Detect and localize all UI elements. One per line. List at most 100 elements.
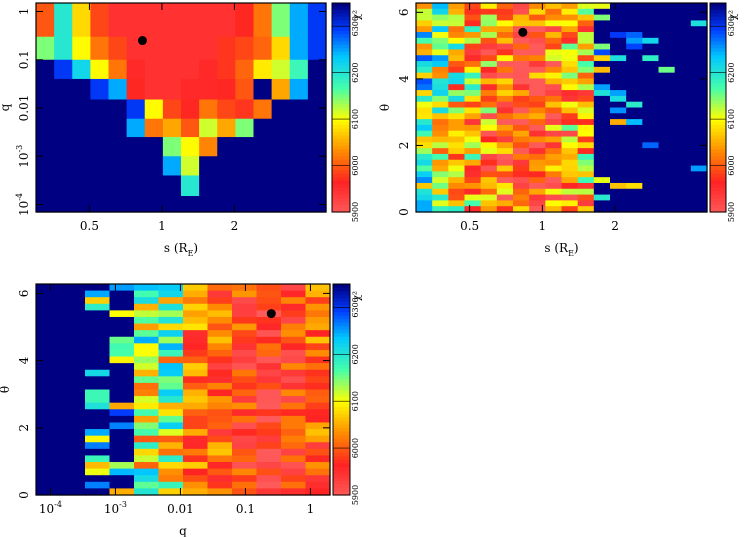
heatmap-cell: [593, 182, 611, 190]
heatmap-cell: [60, 290, 86, 298]
colorbar-segment: [710, 65, 726, 70]
heatmap-cell: [256, 382, 282, 391]
colorbar-segment: [710, 37, 726, 42]
heatmap-cell: [281, 310, 307, 318]
colorbar-tick-label: 5900: [727, 202, 736, 222]
heatmap-cell: [610, 159, 627, 167]
y-tick-label: 0: [17, 491, 31, 499]
heatmap-cell: [464, 8, 482, 16]
heatmap-cell: [256, 448, 282, 457]
colorbar-segment: [710, 86, 726, 91]
heatmap-cell: [158, 303, 184, 311]
heatmap-cell: [496, 95, 514, 103]
heatmap-cell: [432, 142, 449, 149]
heatmap-cell: [54, 196, 73, 213]
heatmap-cell: [577, 124, 595, 132]
heatmap-cell: [134, 349, 160, 358]
heatmap-cell: [577, 130, 595, 138]
heatmap-cell: [545, 177, 563, 184]
y-axis-label: θ: [378, 104, 392, 111]
heatmap-cell: [36, 323, 62, 331]
heatmap-cell: [158, 422, 184, 430]
heatmap-cell: [480, 124, 498, 132]
colorbar-segment: [333, 357, 350, 362]
heatmap-cell: [496, 3, 514, 10]
heatmap-cell: [85, 382, 111, 391]
heatmap-cell: [183, 448, 209, 457]
heatmap-cell: [593, 3, 611, 10]
heatmap-cell: [416, 72, 433, 80]
colorbar-segment: [333, 407, 350, 412]
colorbar-segment: [710, 93, 726, 98]
heatmap-cell: [545, 142, 563, 149]
colorbar-segment: [333, 319, 350, 324]
colorbar-segment: [333, 431, 350, 436]
heatmap-cell: [416, 55, 433, 62]
colorbar-segment: [332, 194, 350, 199]
heatmap-cell: [642, 26, 660, 33]
heatmap-cell: [464, 55, 482, 62]
heatmap-cell: [126, 99, 146, 120]
heatmap-cell: [134, 462, 160, 470]
heatmap-cell: [256, 402, 282, 410]
heatmap-cell: [158, 297, 184, 305]
heatmap-cell: [144, 118, 164, 138]
heatmap-cell: [158, 389, 184, 397]
heatmap-cell: [183, 382, 209, 391]
heatmap-cell: [158, 336, 184, 344]
heatmap-cell: [181, 36, 200, 61]
colorbar-segment: [332, 83, 350, 88]
heatmap-cell: [577, 3, 595, 10]
heatmap-cell: [134, 290, 160, 298]
heatmap-cell: [529, 171, 546, 178]
heatmap-cell: [513, 66, 530, 74]
heatmap-cell: [281, 481, 307, 489]
plot-frame: [35, 283, 331, 496]
heatmap-cell: [642, 153, 660, 161]
heatmap-cell: [464, 90, 482, 97]
heatmap-cell: [642, 49, 660, 56]
colorbar-segment: [710, 48, 726, 53]
heatmap-cell: [642, 113, 660, 120]
heatmap-cell: [513, 124, 530, 132]
heatmap-cell: [36, 310, 62, 318]
heatmap-cell: [496, 37, 514, 45]
colorbar-segment: [710, 149, 726, 154]
heatmap-cell: [448, 43, 466, 51]
heatmap-cell: [207, 323, 233, 331]
heatmap-cell: [593, 124, 611, 132]
colorbar-segment: [710, 131, 726, 136]
heatmap-cell: [448, 194, 466, 201]
heatmap-cell: [690, 182, 708, 190]
heatmap-cell: [480, 78, 498, 85]
heatmap-cell: [561, 177, 579, 184]
heatmap-cell: [256, 409, 282, 417]
heatmap-cell: [36, 369, 62, 377]
heatmap-cell: [158, 356, 184, 364]
colorbar-segment: [333, 371, 350, 377]
heatmap-cell: [36, 442, 62, 450]
heatmap-cell: [690, 124, 708, 132]
heatmap-cell: [642, 142, 660, 149]
colorbar-segment: [333, 459, 350, 464]
heatmap-cell: [545, 43, 563, 51]
heatmap-cell: [593, 194, 611, 201]
colorbar-segment: [332, 79, 350, 84]
heatmap-cell: [610, 72, 627, 80]
heatmap-cell: [36, 196, 55, 213]
colorbar-segment: [710, 194, 726, 199]
colorbar-segment: [332, 166, 350, 171]
colorbar-segment: [332, 48, 350, 53]
colorbar-segment: [710, 9, 726, 15]
heatmap-cell: [626, 200, 643, 207]
heatmap-cell: [448, 3, 466, 10]
heatmap-cell: [85, 455, 111, 463]
heatmap-cell: [690, 90, 708, 97]
heatmap-cell: [307, 59, 327, 80]
heatmap-cell: [207, 290, 233, 298]
heatmap-cell: [134, 389, 160, 397]
heatmap-cell: [448, 107, 466, 114]
heatmap-cell: [642, 165, 660, 172]
heatmap-cell: [183, 389, 209, 397]
